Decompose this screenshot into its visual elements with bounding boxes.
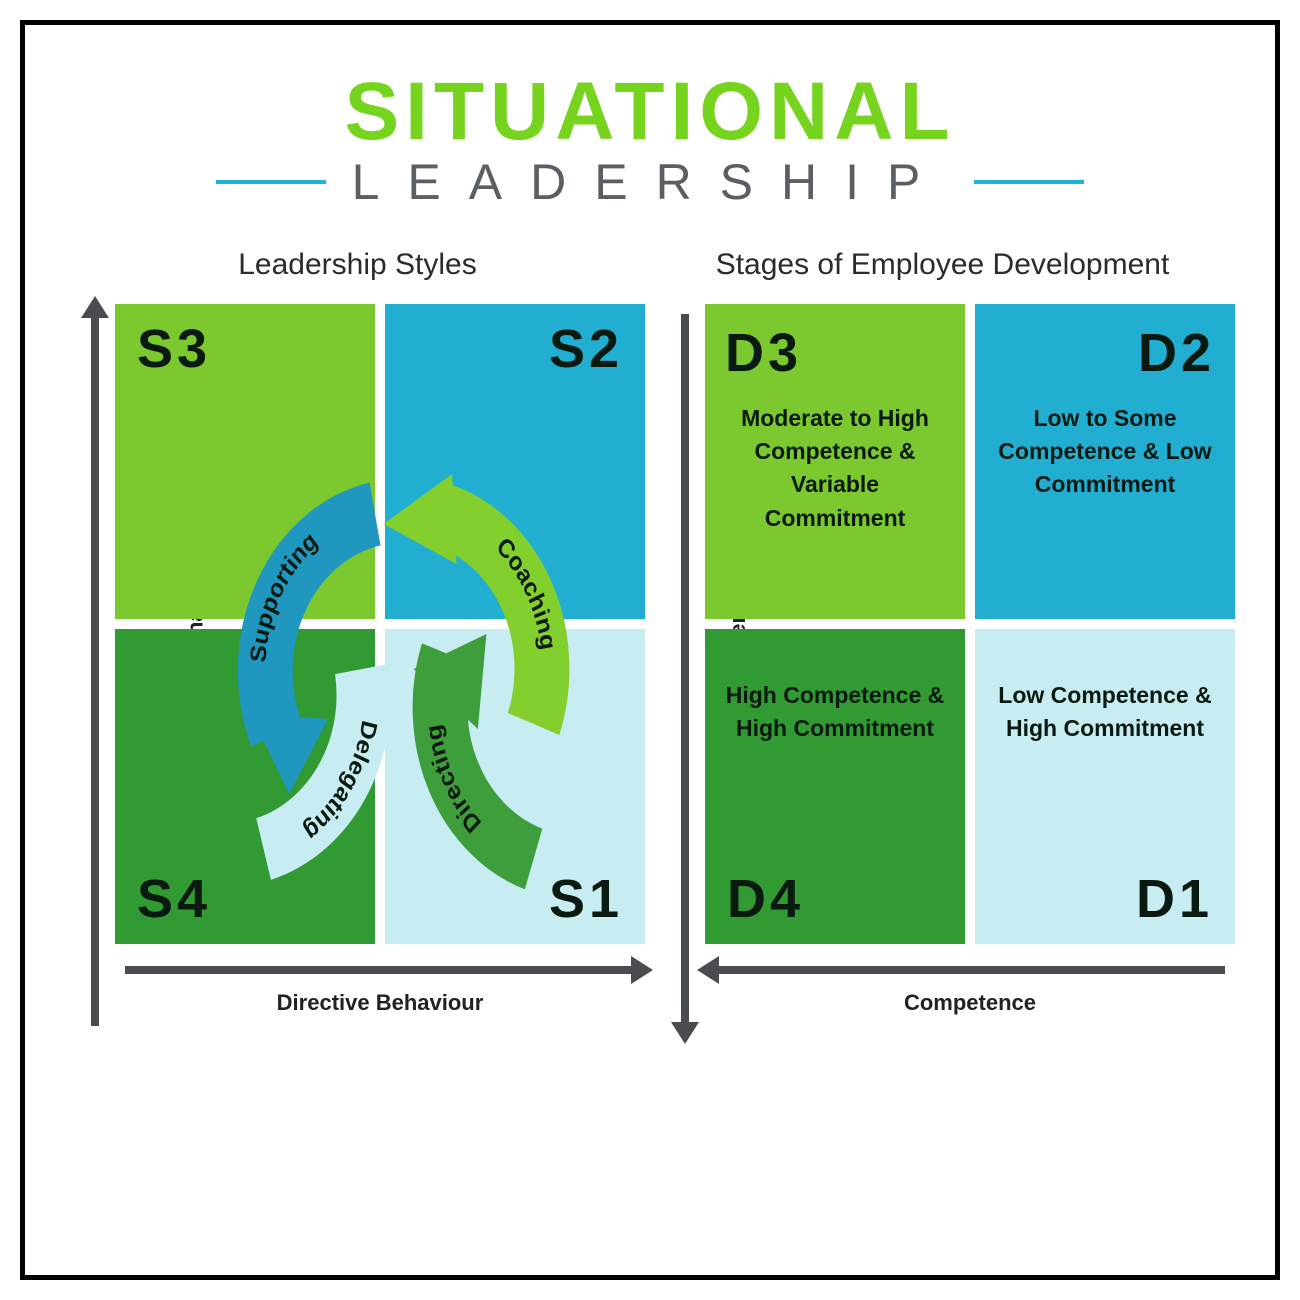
right-section-title: Stages of Employee Development [650, 245, 1235, 286]
arrowhead-down-icon [671, 1022, 699, 1044]
axis-shaft [681, 314, 689, 1026]
dev-axis-horizontal: Competence [705, 956, 1235, 1036]
code-s1: S1 [549, 868, 623, 930]
axis-shaft [715, 966, 1225, 974]
code-d3: D3 [725, 322, 802, 384]
desc-d1: Low Competence & High Commitment [975, 679, 1235, 746]
desc-d3: Moderate to High Competence & Variable C… [725, 402, 945, 535]
desc-d4: High Competence & High Commitment [705, 679, 965, 746]
code-s3: S3 [137, 318, 211, 380]
title-sub-row: LEADERSHIP [65, 153, 1235, 211]
code-s4: S4 [137, 868, 211, 930]
styles-grid: S3 S2 S4 S1 [115, 304, 645, 944]
styles-axis-horizontal: Directive Behaviour [115, 956, 645, 1036]
cell-d4: High Competence & High Commitment D4 [705, 629, 965, 944]
arrowhead-right-icon [631, 956, 653, 984]
cell-s4: S4 [115, 629, 375, 944]
title-dash-left [216, 180, 326, 184]
axis-shaft [125, 966, 635, 974]
title-sub: LEADERSHIP [352, 153, 949, 211]
cell-d2: D2 Low to Some Competence & Low Commitme… [975, 304, 1235, 619]
title-main: SITUATIONAL [65, 65, 1235, 159]
left-section-title: Leadership Styles [65, 245, 650, 286]
code-d2: D2 [1138, 322, 1215, 384]
dev-axis-h-label: Competence [705, 990, 1235, 1016]
cell-s1: S1 [385, 629, 645, 944]
dev-grid: D3 Moderate to High Competence & Variabl… [705, 304, 1235, 944]
code-d1: D1 [1136, 868, 1213, 930]
cell-d3: D3 Moderate to High Competence & Variabl… [705, 304, 965, 619]
axis-shaft [91, 314, 99, 1026]
code-d4: D4 [727, 868, 804, 930]
title-dash-right [974, 180, 1084, 184]
desc-d2: Low to Some Competence & Low Commitment [995, 402, 1215, 502]
title-block: SITUATIONAL LEADERSHIP [65, 65, 1235, 211]
cell-s3: S3 [115, 304, 375, 619]
styles-axis-h-label: Directive Behaviour [115, 990, 645, 1016]
cell-s2: S2 [385, 304, 645, 619]
grids-row: Supportive Behaviour S3 S2 S4 S1 [65, 304, 1235, 1036]
styles-half: Supportive Behaviour S3 S2 S4 S1 [65, 304, 645, 1036]
section-titles: Leadership Styles Stages of Employee Dev… [65, 245, 1235, 286]
cell-d1: Low Competence & High Commitment D1 [975, 629, 1235, 944]
arrowhead-left-icon [697, 956, 719, 984]
dev-half: Commitment D3 Moderate to High Competenc… [655, 304, 1235, 1036]
code-s2: S2 [549, 318, 623, 380]
diagram-frame: SITUATIONAL LEADERSHIP Leadership Styles… [20, 20, 1280, 1280]
